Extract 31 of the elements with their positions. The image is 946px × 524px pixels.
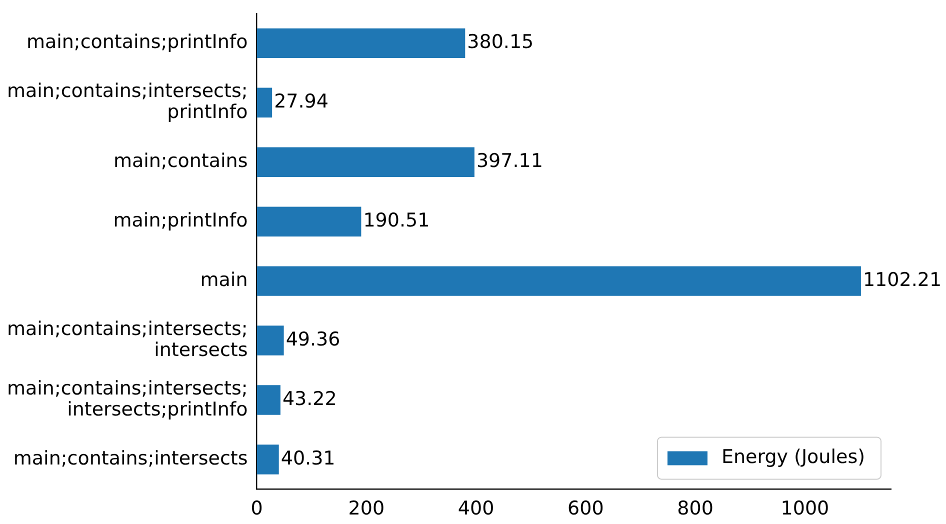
x-tick-label: 800 xyxy=(677,498,714,520)
y-tick-label: main;contains;printInfo xyxy=(26,31,248,54)
y-tick-label: main xyxy=(200,268,248,291)
bar xyxy=(256,385,280,415)
bar xyxy=(256,206,362,236)
y-tick-label: main;contains;intersects xyxy=(13,447,248,470)
legend-label: Energy (Joules) xyxy=(721,446,866,468)
data-label: 27.94 xyxy=(274,90,328,113)
bar xyxy=(256,28,466,58)
bar xyxy=(256,326,284,356)
data-label: 380.15 xyxy=(467,31,534,54)
bar xyxy=(256,147,474,177)
bar xyxy=(256,88,272,118)
bar xyxy=(256,444,279,474)
y-tick-label: main;contains;intersects;intersects;printInfo xyxy=(6,377,248,420)
x-tick-label: 0 xyxy=(250,498,263,520)
y-tick-label: main;contains xyxy=(113,150,248,172)
x-tick-label: 600 xyxy=(568,498,604,520)
y-tick-label: main;printInfo xyxy=(113,210,248,232)
data-label: 190.51 xyxy=(363,210,430,232)
data-label: 40.31 xyxy=(280,447,336,470)
x-tick-label: 1000 xyxy=(780,498,830,520)
data-label: 43.22 xyxy=(282,388,337,410)
data-label: 1102.21 xyxy=(862,268,942,291)
y-tick-label: main;contains;intersects;intersects xyxy=(6,318,248,361)
x-tick-label: 400 xyxy=(458,498,494,520)
x-tick-label: 200 xyxy=(348,498,385,520)
y-tick-label: main;contains;intersects;printInfo xyxy=(6,80,248,124)
bar xyxy=(256,266,861,296)
data-label: 397.11 xyxy=(476,150,543,172)
data-label: 49.36 xyxy=(286,328,340,350)
